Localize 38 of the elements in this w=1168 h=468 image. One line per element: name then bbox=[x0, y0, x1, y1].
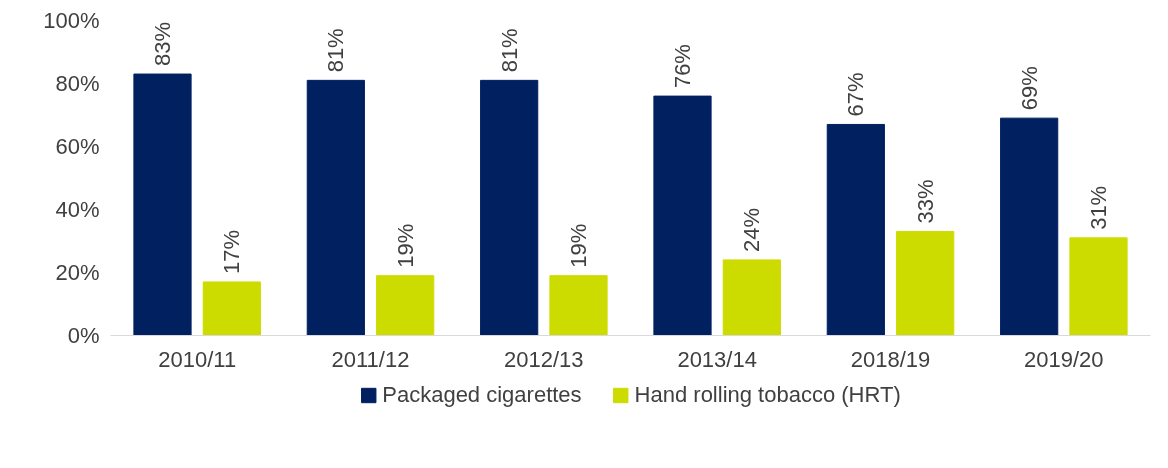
bar bbox=[1069, 237, 1128, 336]
y-tick-label: 60% bbox=[55, 134, 100, 159]
data-label: 19% bbox=[566, 223, 591, 268]
data-label: 19% bbox=[392, 223, 418, 268]
data-label: 24% bbox=[739, 207, 765, 252]
bar bbox=[376, 275, 435, 336]
bar bbox=[133, 73, 192, 336]
bar bbox=[1000, 117, 1059, 336]
bar bbox=[896, 231, 955, 336]
data-label: 31% bbox=[1086, 185, 1111, 230]
data-label: 81% bbox=[496, 28, 522, 73]
bar bbox=[480, 79, 539, 336]
y-tick-label: 80% bbox=[55, 71, 100, 96]
x-tick-label: 2018/19 bbox=[850, 346, 931, 372]
data-label: 17% bbox=[219, 229, 245, 274]
y-tick-label: 20% bbox=[55, 260, 100, 285]
y-tick-label: 0% bbox=[67, 323, 100, 348]
bar bbox=[549, 275, 608, 336]
x-tick-label: 2011/12 bbox=[331, 346, 410, 372]
data-label: 83% bbox=[150, 22, 175, 67]
y-tick-label: 40% bbox=[55, 197, 100, 222]
data-label: 76% bbox=[670, 44, 695, 89]
data-label: 33% bbox=[912, 179, 938, 224]
data-label: 67% bbox=[843, 72, 869, 117]
bar bbox=[202, 281, 261, 336]
legend-label: Hand rolling tobacco (HRT) bbox=[634, 382, 901, 408]
y-tick-label: 100% bbox=[43, 8, 100, 33]
x-tick-label: 2019/20 bbox=[1024, 346, 1104, 372]
x-tick-label: 2012/13 bbox=[504, 346, 584, 372]
legend-label: Packaged cigarettes bbox=[382, 382, 582, 408]
bar bbox=[653, 95, 712, 336]
bar bbox=[306, 79, 365, 336]
x-tick-label: 2010/11 bbox=[158, 346, 237, 372]
bar bbox=[722, 259, 781, 336]
data-label: 69% bbox=[1016, 66, 1042, 111]
data-label: 81% bbox=[323, 28, 349, 73]
x-tick-label: 2013/14 bbox=[677, 346, 757, 372]
bar bbox=[826, 123, 885, 336]
